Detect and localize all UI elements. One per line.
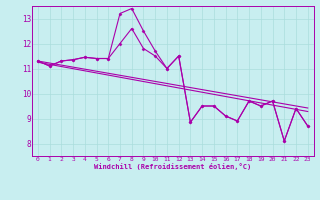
X-axis label: Windchill (Refroidissement éolien,°C): Windchill (Refroidissement éolien,°C) (94, 163, 252, 170)
